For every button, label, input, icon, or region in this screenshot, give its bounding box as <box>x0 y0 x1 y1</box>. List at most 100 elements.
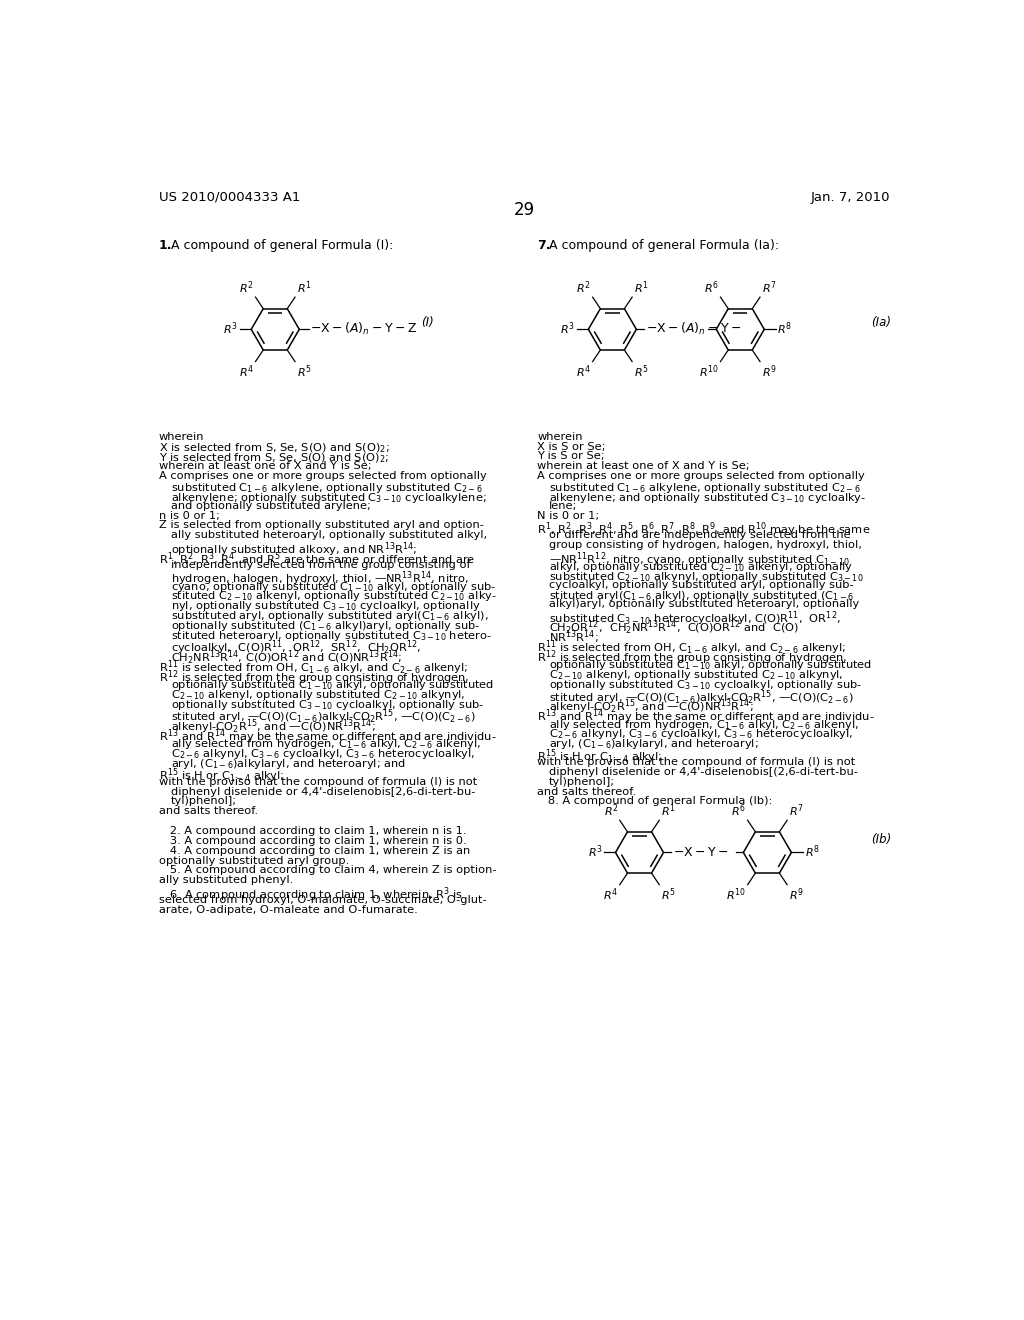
Text: $-\mathrm{X}-(A)_n-\mathrm{Y}-\mathrm{Z}$: $-\mathrm{X}-(A)_n-\mathrm{Y}-\mathrm{Z}… <box>310 321 417 338</box>
Text: $R^9$: $R^9$ <box>762 363 776 380</box>
Text: tyl)phenol];: tyl)phenol]; <box>171 796 237 807</box>
Text: stituted heteroaryl, optionally substituted C$_{3-10}$ hetero-: stituted heteroaryl, optionally substitu… <box>171 628 492 643</box>
Text: Y is selected from S, Se, S(O) and S(O)$_2$;: Y is selected from S, Se, S(O) and S(O)$… <box>159 451 389 465</box>
Text: (Ib): (Ib) <box>871 833 891 846</box>
Text: $R^2$: $R^2$ <box>240 280 254 297</box>
Text: A comprises one or more groups selected from optionally: A comprises one or more groups selected … <box>538 471 865 482</box>
Text: C$_{2-6}$ alkynyl, C$_{3-6}$ cycloalkyl, C$_{3-6}$ heterocycloalkyl,: C$_{2-6}$ alkynyl, C$_{3-6}$ cycloalkyl,… <box>549 727 853 742</box>
Text: CH$_2$OR$^{12}$,  CH$_2$NR$^{13}$R$^{14}$,  C(O)OR$^{12}$ and  C(O): CH$_2$OR$^{12}$, CH$_2$NR$^{13}$R$^{14}$… <box>549 619 799 638</box>
Text: or different and are independently selected from the: or different and are independently selec… <box>549 531 851 540</box>
Text: R$^{12}$ is selected from the group consisting of hydrogen,: R$^{12}$ is selected from the group cons… <box>538 648 848 667</box>
Text: A compound of general Formula (Ia):: A compound of general Formula (Ia): <box>549 239 779 252</box>
Text: substituted C$_{3-10}$ heterocycloalkyl, C(O)R$^{11}$,  OR$^{12}$,: substituted C$_{3-10}$ heterocycloalkyl,… <box>549 609 841 628</box>
Text: alkyl, optionally substituted C$_{2-10}$ alkenyl, optionally: alkyl, optionally substituted C$_{2-10}$… <box>549 560 853 574</box>
Text: aryl, (C$_{1-6}$)alkylaryl, and heteroaryl;: aryl, (C$_{1-6}$)alkylaryl, and heteroar… <box>549 738 759 751</box>
Text: stituted aryl, —C(O)(C$_{1-6}$)alkyl-CO$_2$R$^{15}$, —C(O)(C$_{2-6}$): stituted aryl, —C(O)(C$_{1-6}$)alkyl-CO$… <box>171 708 475 726</box>
Text: ally substituted phenyl.: ally substituted phenyl. <box>159 875 293 886</box>
Text: $R^4$: $R^4$ <box>577 363 591 380</box>
Text: $R^2$: $R^2$ <box>603 803 618 820</box>
Text: substituted aryl, optionally substituted aryl(C$_{1-6}$ alkyl),: substituted aryl, optionally substituted… <box>171 609 488 623</box>
Text: $R^7$: $R^7$ <box>788 803 804 820</box>
Text: $R^1$: $R^1$ <box>634 280 648 297</box>
Text: optionally substituted C$_{3-10}$ cycloalkyl, optionally sub-: optionally substituted C$_{3-10}$ cycloa… <box>171 698 483 711</box>
Text: $R^1$: $R^1$ <box>297 280 311 297</box>
Text: $R^1$: $R^1$ <box>660 803 676 820</box>
Text: stituted aryl, —C(O)(C$_{1-6}$)alkyl-CO$_2$R$^{15}$, —C(O)(C$_{2-6}$): stituted aryl, —C(O)(C$_{1-6}$)alkyl-CO$… <box>549 688 853 706</box>
Text: 1.: 1. <box>159 239 172 252</box>
Text: with the proviso that the compound of formula (I) is not: with the proviso that the compound of fo… <box>159 776 477 787</box>
Text: $-\mathrm{X}-\mathrm{Y}-$: $-\mathrm{X}-\mathrm{Y}-$ <box>673 846 728 859</box>
Text: and salts thereof.: and salts thereof. <box>538 787 636 796</box>
Text: X is S or Se;: X is S or Se; <box>538 442 606 451</box>
Text: group consisting of hydrogen, halogen, hydroxyl, thiol,: group consisting of hydrogen, halogen, h… <box>549 540 862 550</box>
Text: $R^5$: $R^5$ <box>634 363 648 380</box>
Text: R$^{11}$ is selected from OH, C$_{1-6}$ alkyl, and C$_{2-6}$ alkenyl;: R$^{11}$ is selected from OH, C$_{1-6}$ … <box>159 659 468 677</box>
Text: independently selected from the group consisting of: independently selected from the group co… <box>171 560 470 570</box>
Text: 2. A compound according to claim 1, wherein n is 1.: 2. A compound according to claim 1, wher… <box>159 826 467 836</box>
Text: $R^{10}$: $R^{10}$ <box>726 886 746 903</box>
Text: stituted aryl(C$_{1-6}$ alkyl), optionally substituted (C$_{1-6}$: stituted aryl(C$_{1-6}$ alkyl), optional… <box>549 590 854 603</box>
Text: 5. A compound according to claim 4, wherein Z is option-: 5. A compound according to claim 4, wher… <box>159 866 497 875</box>
Text: and salts thereof.: and salts thereof. <box>159 807 258 816</box>
Text: —NR$^{11}$R$^{12}$, nitro, cyano, optionally substituted C$_{1-10}$: —NR$^{11}$R$^{12}$, nitro, cyano, option… <box>549 550 850 569</box>
Text: $R^6$: $R^6$ <box>731 803 746 820</box>
Text: (Ia): (Ia) <box>871 317 891 329</box>
Text: arate, O-adipate, O-maleate and O-fumarate.: arate, O-adipate, O-maleate and O-fumara… <box>159 904 418 915</box>
Text: 8. A compound of general Formula (Ib):: 8. A compound of general Formula (Ib): <box>538 796 772 807</box>
Text: alkenylene; optionally substituted C$_{3-10}$ cycloalkylene;: alkenylene; optionally substituted C$_{3… <box>171 491 486 504</box>
Text: $R^5$: $R^5$ <box>660 886 676 903</box>
Text: NR$^{13}$R$^{14}$;: NR$^{13}$R$^{14}$; <box>549 628 598 647</box>
Text: wherein at least one of X and Y is Se;: wherein at least one of X and Y is Se; <box>538 461 750 471</box>
Text: optionally substituted aryl group.: optionally substituted aryl group. <box>159 855 349 866</box>
Text: alkenyl-CO$_2$R$^{15}$, and —C(O)NR$^{13}$R$^{14}$;: alkenyl-CO$_2$R$^{15}$, and —C(O)NR$^{13… <box>549 698 754 717</box>
Text: aryl, (C$_{1-6}$)alkylaryl, and heteroaryl; and: aryl, (C$_{1-6}$)alkylaryl, and heteroar… <box>171 756 406 771</box>
Text: $R^4$: $R^4$ <box>239 363 254 380</box>
Text: alkenyl-CO$_2$R$^{15}$, and —C(O)NR$^{13}$R$^{14}$;: alkenyl-CO$_2$R$^{15}$, and —C(O)NR$^{13… <box>171 718 375 737</box>
Text: (I): (I) <box>421 317 434 329</box>
Text: R$^{12}$ is selected from the group consisting of hydrogen,: R$^{12}$ is selected from the group cons… <box>159 668 469 686</box>
Text: optionally substituted C$_{1-10}$ alkyl, optionally substituted: optionally substituted C$_{1-10}$ alkyl,… <box>549 659 871 672</box>
Text: $R^9$: $R^9$ <box>788 886 804 903</box>
Text: US 2010/0004333 A1: US 2010/0004333 A1 <box>159 191 300 203</box>
Text: $R^6$: $R^6$ <box>705 280 719 297</box>
Text: optionally substituted C$_{3-10}$ cycloalkyl, optionally sub-: optionally substituted C$_{3-10}$ cycloa… <box>549 678 862 692</box>
Text: A comprises one or more groups selected from optionally: A comprises one or more groups selected … <box>159 471 486 482</box>
Text: optionally substituted alkoxy, and NR$^{13}$R$^{14}$;: optionally substituted alkoxy, and NR$^{… <box>171 540 417 558</box>
Text: N is 0 or 1;: N is 0 or 1; <box>538 511 599 520</box>
Text: $R^{10}$: $R^{10}$ <box>699 363 719 380</box>
Text: wherein at least one of X and Y is Se;: wherein at least one of X and Y is Se; <box>159 461 372 471</box>
Text: Z is selected from optionally substituted aryl and option-: Z is selected from optionally substitute… <box>159 520 484 531</box>
Text: $R^4$: $R^4$ <box>603 886 618 903</box>
Text: with the proviso that the compound of formula (I) is not: with the proviso that the compound of fo… <box>538 756 855 767</box>
Text: optionally substituted (C$_{1-6}$ alkyl)aryl, optionally sub-: optionally substituted (C$_{1-6}$ alkyl)… <box>171 619 479 634</box>
Text: lene;: lene; <box>549 500 578 511</box>
Text: 29: 29 <box>514 201 536 219</box>
Text: nyl, optionally substituted C$_{3-10}$ cycloalkyl, optionally: nyl, optionally substituted C$_{3-10}$ c… <box>171 599 480 614</box>
Text: n is 0 or 1;: n is 0 or 1; <box>159 511 220 520</box>
Text: ally selected from hydrogen, C$_{1-6}$ alkyl, C$_{2-6}$ alkenyl,: ally selected from hydrogen, C$_{1-6}$ a… <box>171 738 480 751</box>
Text: 6. A compound according to claim 1, wherein, R$^3$ is: 6. A compound according to claim 1, wher… <box>159 886 463 904</box>
Text: ally substituted heteroaryl, optionally substituted alkyl,: ally substituted heteroaryl, optionally … <box>171 531 486 540</box>
Text: $-\mathrm{X}-(A)_n-\mathrm{Y}-$: $-\mathrm{X}-(A)_n-\mathrm{Y}-$ <box>646 321 741 338</box>
Text: C$_{2-10}$ alkenyl, optionally substituted C$_{2-10}$ alkynyl,: C$_{2-10}$ alkenyl, optionally substitut… <box>171 688 465 702</box>
Text: R$^1$, R$^2$, R$^3$, R$^4$, and R$^5$ are the same or different and are: R$^1$, R$^2$, R$^3$, R$^4$, and R$^5$ ar… <box>159 550 475 568</box>
Text: $R^5$: $R^5$ <box>297 363 311 380</box>
Text: R$^{11}$ is selected from OH, C$_{1-6}$ alkyl, and C$_{2-6}$ alkenyl;: R$^{11}$ is selected from OH, C$_{1-6}$ … <box>538 639 847 657</box>
Text: $R^3$: $R^3$ <box>560 321 575 337</box>
Text: R$^1$, R$^2$, R$^3$, R$^4$, R$^5$, R$^6$, R$^7$, R$^8$, R$^9$, and R$^{10}$ may : R$^1$, R$^2$, R$^3$, R$^4$, R$^5$, R$^6$… <box>538 520 870 539</box>
Text: and optionally substituted arylene;: and optionally substituted arylene; <box>171 500 371 511</box>
Text: cycloalkyl, optionally substituted aryl, optionally sub-: cycloalkyl, optionally substituted aryl,… <box>549 579 853 590</box>
Text: stituted C$_{2-10}$ alkenyl, optionally substituted C$_{2-10}$ alky-: stituted C$_{2-10}$ alkenyl, optionally … <box>171 590 497 603</box>
Text: substituted C$_{2-10}$ alkynyl, optionally substituted C$_{3-10}$: substituted C$_{2-10}$ alkynyl, optional… <box>549 570 863 583</box>
Text: 3. A compound according to claim 1, wherein n is 0.: 3. A compound according to claim 1, wher… <box>159 836 467 846</box>
Text: $R^7$: $R^7$ <box>762 280 776 297</box>
Text: optionally substituted C$_{1-10}$ alkyl, optionally substituted: optionally substituted C$_{1-10}$ alkyl,… <box>171 678 494 692</box>
Text: Y is S or Se;: Y is S or Se; <box>538 451 605 462</box>
Text: diphenyl diselenide or 4,4'-diselenobis[2,6-di-tert-bu-: diphenyl diselenide or 4,4'-diselenobis[… <box>171 787 475 796</box>
Text: diphenyl diselenide or 4,4'-diselenobis[(2,6-di-tert-bu-: diphenyl diselenide or 4,4'-diselenobis[… <box>549 767 858 777</box>
Text: $R^3$: $R^3$ <box>588 843 602 861</box>
Text: $R^8$: $R^8$ <box>805 843 819 861</box>
Text: ally selected from hydrogen, C$_{1-6}$ alkyl, C$_{2-6}$ alkenyl,: ally selected from hydrogen, C$_{1-6}$ a… <box>549 718 859 731</box>
Text: C$_{2-10}$ alkenyl, optionally substituted C$_{2-10}$ alkynyl,: C$_{2-10}$ alkenyl, optionally substitut… <box>549 668 844 682</box>
Text: alkenylene; and optionally substituted C$_{3-10}$ cycloalky-: alkenylene; and optionally substituted C… <box>549 491 866 504</box>
